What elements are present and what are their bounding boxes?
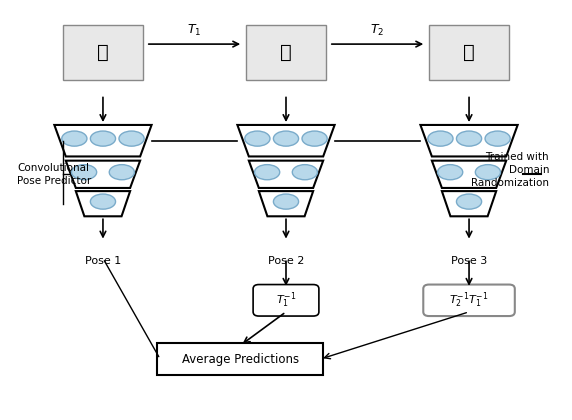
Ellipse shape (456, 131, 482, 146)
Text: 🤖: 🤖 (280, 43, 292, 62)
FancyBboxPatch shape (157, 344, 323, 375)
Polygon shape (432, 161, 506, 188)
Ellipse shape (255, 165, 280, 180)
FancyBboxPatch shape (253, 285, 319, 316)
Text: $T_2$: $T_2$ (371, 23, 384, 38)
Ellipse shape (485, 131, 510, 146)
Ellipse shape (475, 165, 500, 180)
Text: 🤖: 🤖 (97, 43, 109, 62)
Ellipse shape (456, 194, 482, 209)
Polygon shape (237, 125, 335, 156)
Polygon shape (420, 125, 518, 156)
FancyBboxPatch shape (423, 285, 515, 316)
Ellipse shape (273, 194, 299, 209)
Ellipse shape (292, 165, 317, 180)
Text: Pose 1: Pose 1 (85, 256, 121, 266)
Ellipse shape (302, 131, 327, 146)
Ellipse shape (109, 165, 134, 180)
Ellipse shape (72, 165, 97, 180)
Text: 🤖: 🤖 (463, 43, 475, 62)
Ellipse shape (428, 131, 453, 146)
Polygon shape (249, 161, 323, 188)
Text: Pose 2: Pose 2 (268, 256, 304, 266)
Polygon shape (442, 191, 496, 216)
FancyBboxPatch shape (246, 25, 326, 80)
Ellipse shape (273, 131, 299, 146)
Text: $T_1^{-1}$: $T_1^{-1}$ (276, 291, 296, 310)
Text: Pose 3: Pose 3 (451, 256, 487, 266)
Text: $T_2^{-1}T_1^{-1}$: $T_2^{-1}T_1^{-1}$ (449, 291, 489, 310)
Text: Convolutional
Pose Predictor: Convolutional Pose Predictor (17, 163, 92, 186)
Polygon shape (76, 191, 130, 216)
Polygon shape (66, 161, 140, 188)
FancyBboxPatch shape (63, 25, 143, 80)
FancyBboxPatch shape (429, 25, 509, 80)
Ellipse shape (90, 194, 116, 209)
Polygon shape (259, 191, 313, 216)
Polygon shape (54, 125, 152, 156)
Ellipse shape (62, 131, 87, 146)
Text: Trained with
Domain
Randomization: Trained with Domain Randomization (471, 152, 549, 188)
Ellipse shape (119, 131, 144, 146)
Ellipse shape (438, 165, 463, 180)
Ellipse shape (90, 131, 116, 146)
Text: Average Predictions: Average Predictions (182, 353, 299, 365)
Ellipse shape (245, 131, 270, 146)
Text: $T_1$: $T_1$ (187, 23, 202, 38)
